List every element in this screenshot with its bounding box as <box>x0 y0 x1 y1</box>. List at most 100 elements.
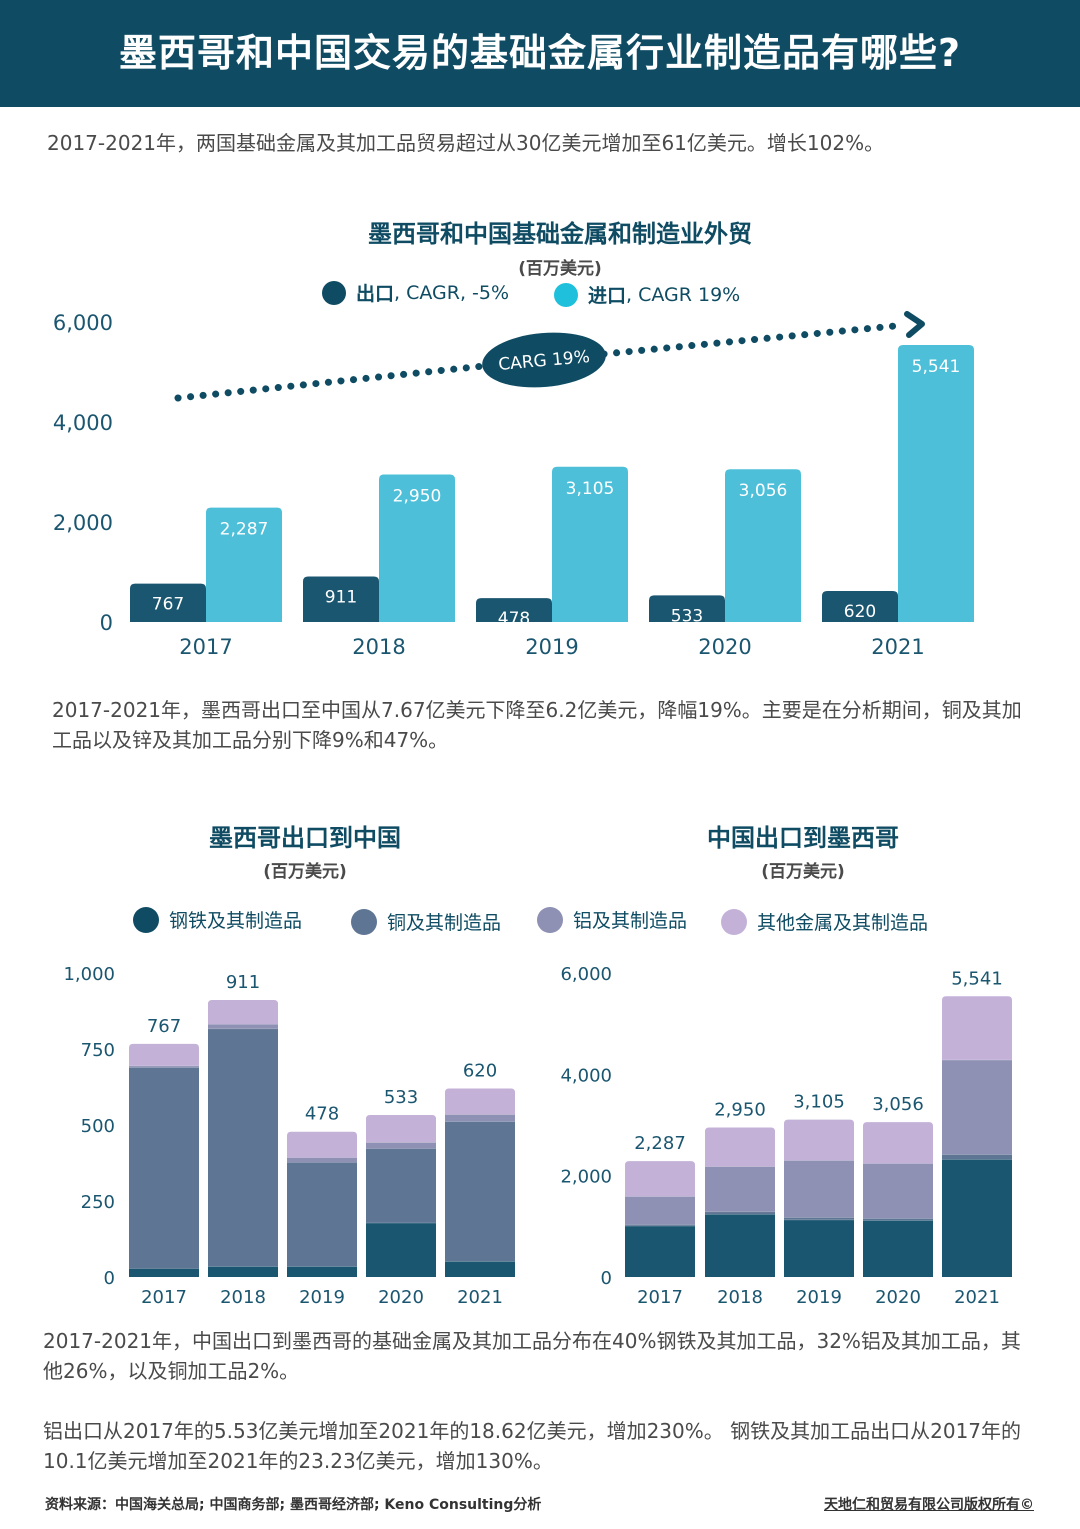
cagr-annotation-bubble <box>482 332 606 388</box>
y-tick-label: 4,000 <box>560 1065 612 1086</box>
legend-imports-dot <box>554 282 578 307</box>
x-tick-label: 2017 <box>179 635 232 659</box>
export-value-label: 767 <box>152 595 184 615</box>
legend-steel-label: 钢铁及其制造品 <box>169 910 303 932</box>
total-value-label: 2,950 <box>714 1100 766 1121</box>
x-tick-label: 2020 <box>698 635 751 659</box>
mexico-exports-stacked-chart: 0 250 500 750 1,000 767 2017 911 2018 478 2019 533 2… <box>63 964 515 1308</box>
x-tick-label: 2021 <box>871 635 924 659</box>
stack-segment <box>366 1222 436 1277</box>
stack-segment <box>129 1043 199 1066</box>
legend-imports: 进口, CAGR 19% <box>554 281 740 308</box>
stack-segment <box>625 1161 695 1197</box>
export-value-label: 533 <box>671 606 703 626</box>
stack-segment <box>705 1214 775 1277</box>
chart1-unit: (百万美元) <box>518 259 602 279</box>
stack-segment <box>287 1162 357 1267</box>
chart1-title: 墨西哥和中国基础金属和制造业外贸 <box>368 220 752 248</box>
chart3-unit: (百万美元) <box>761 862 845 882</box>
export-bar <box>822 591 898 622</box>
cagr-trend-line: CARG 19% <box>174 311 925 402</box>
x-tick-label: 2017 <box>637 1287 683 1308</box>
y-tick-label: 1,000 <box>63 964 115 985</box>
legend-aluminum-dot <box>537 906 563 933</box>
chart2-unit: (百万美元) <box>263 862 347 882</box>
legend-exports: 出口, CAGR, -5% <box>322 279 509 306</box>
import-bar <box>379 474 455 622</box>
stack-segment <box>625 1196 695 1225</box>
total-value-label: 620 <box>463 1061 497 1082</box>
import-value-label: 5,541 <box>912 357 961 377</box>
china-exports-stacked-chart: 0 2,000 4,000 6,000 2,287 2017 2,950 2018 3,105 2… <box>560 964 1012 1308</box>
x-tick-label: 2021 <box>954 1287 1000 1308</box>
stack-segment <box>863 1220 933 1277</box>
stack-segment <box>445 1261 515 1277</box>
y-tick-label: 0 <box>601 1268 612 1289</box>
legend-copper: 铜及其制造品 <box>351 908 501 935</box>
import-bar <box>898 344 974 622</box>
legend-copper-label: 铜及其制造品 <box>387 912 502 934</box>
legend-other-metals: 其他金属及其制造品 <box>721 908 928 935</box>
stack-segment <box>366 1114 436 1143</box>
legend-imports-cagr: , CAGR 19% <box>626 283 741 306</box>
x-tick-label: 2018 <box>717 1287 763 1308</box>
stack-segment <box>705 1211 775 1215</box>
stack-segment <box>784 1160 854 1218</box>
export-bar <box>476 598 552 622</box>
x-tick-label: 2019 <box>525 635 578 659</box>
stack-segment <box>625 1225 695 1277</box>
import-bar <box>725 469 801 622</box>
chart2-title: 墨西哥出口到中国 <box>209 824 401 852</box>
stack-segment <box>129 1268 199 1277</box>
intro-text: 2017-2021年，两国基础金属及其加工品贸易超过从30亿美元增加至61亿美元… <box>47 131 885 155</box>
stack-segment <box>208 1000 278 1025</box>
stack-segment <box>287 1266 357 1277</box>
y-tick-label: 4,000 <box>53 411 113 435</box>
total-value-label: 478 <box>305 1104 339 1125</box>
legend-aluminum: 铝及其制造品 <box>537 906 687 933</box>
import-bar <box>206 507 282 622</box>
legend-other-label: 其他金属及其制造品 <box>757 912 929 934</box>
stack-segment <box>942 1159 1012 1277</box>
legend-exports-dot <box>322 280 346 305</box>
total-value-label: 5,541 <box>951 968 1003 989</box>
header-banner: 墨西哥和中国交易的基础金属行业制造品有哪些? <box>0 0 1080 107</box>
legend-steel: 钢铁及其制造品 <box>133 906 302 933</box>
china-exports-distribution-text: 2017-2021年，中国出口到墨西哥的基础金属及其加工品分布在40%钢铁及其加… <box>43 1329 1021 1383</box>
legend-copper-dot <box>351 908 377 935</box>
x-tick-label: 2020 <box>875 1287 921 1308</box>
trade-bar-chart: 0 2,000 4,000 6,000 CARG 19% 767 2,287 2017 91… <box>53 311 974 659</box>
page-title: 墨西哥和中国交易的基础金属行业制造品有哪些? <box>118 31 962 75</box>
stack-segment <box>705 1127 775 1167</box>
y-tick-label: 2,000 <box>53 511 113 535</box>
total-value-label: 911 <box>226 972 260 993</box>
stack-segment <box>863 1122 933 1164</box>
y-tick-label: 750 <box>81 1040 115 1061</box>
stack-segment <box>942 996 1012 1060</box>
stack-segment <box>445 1114 515 1122</box>
x-tick-label: 2020 <box>378 1287 424 1308</box>
import-value-label: 2,287 <box>220 520 269 540</box>
stack-segment <box>445 1121 515 1262</box>
copyright-link[interactable]: 天地仁和贸易有限公司版权所有© <box>824 1497 1034 1513</box>
total-value-label: 767 <box>147 1016 181 1037</box>
y-tick-label: 0 <box>100 611 113 635</box>
export-bar <box>649 595 725 622</box>
import-value-label: 3,056 <box>739 481 788 501</box>
legend-exports-cagr: , CAGR, -5% <box>394 281 510 304</box>
legend-imports-label: 进口 <box>588 285 627 307</box>
stack-segment <box>445 1088 515 1115</box>
stack-segment <box>784 1219 854 1277</box>
export-value-label: 478 <box>498 609 530 629</box>
stack-segment <box>208 1266 278 1277</box>
y-tick-label: 6,000 <box>53 311 113 335</box>
trend-arrow-head <box>904 311 925 338</box>
legend-steel-dot <box>133 906 159 933</box>
total-value-label: 2,287 <box>634 1133 686 1154</box>
source-note: 资料来源：中国海关总局; 中国商务部; 墨西哥经济部; Keno Consult… <box>45 1497 542 1513</box>
total-value-label: 3,105 <box>793 1092 845 1113</box>
stack-segment <box>366 1142 436 1149</box>
stack-segment <box>942 1059 1012 1155</box>
y-tick-label: 6,000 <box>560 964 612 985</box>
x-tick-label: 2019 <box>796 1287 842 1308</box>
